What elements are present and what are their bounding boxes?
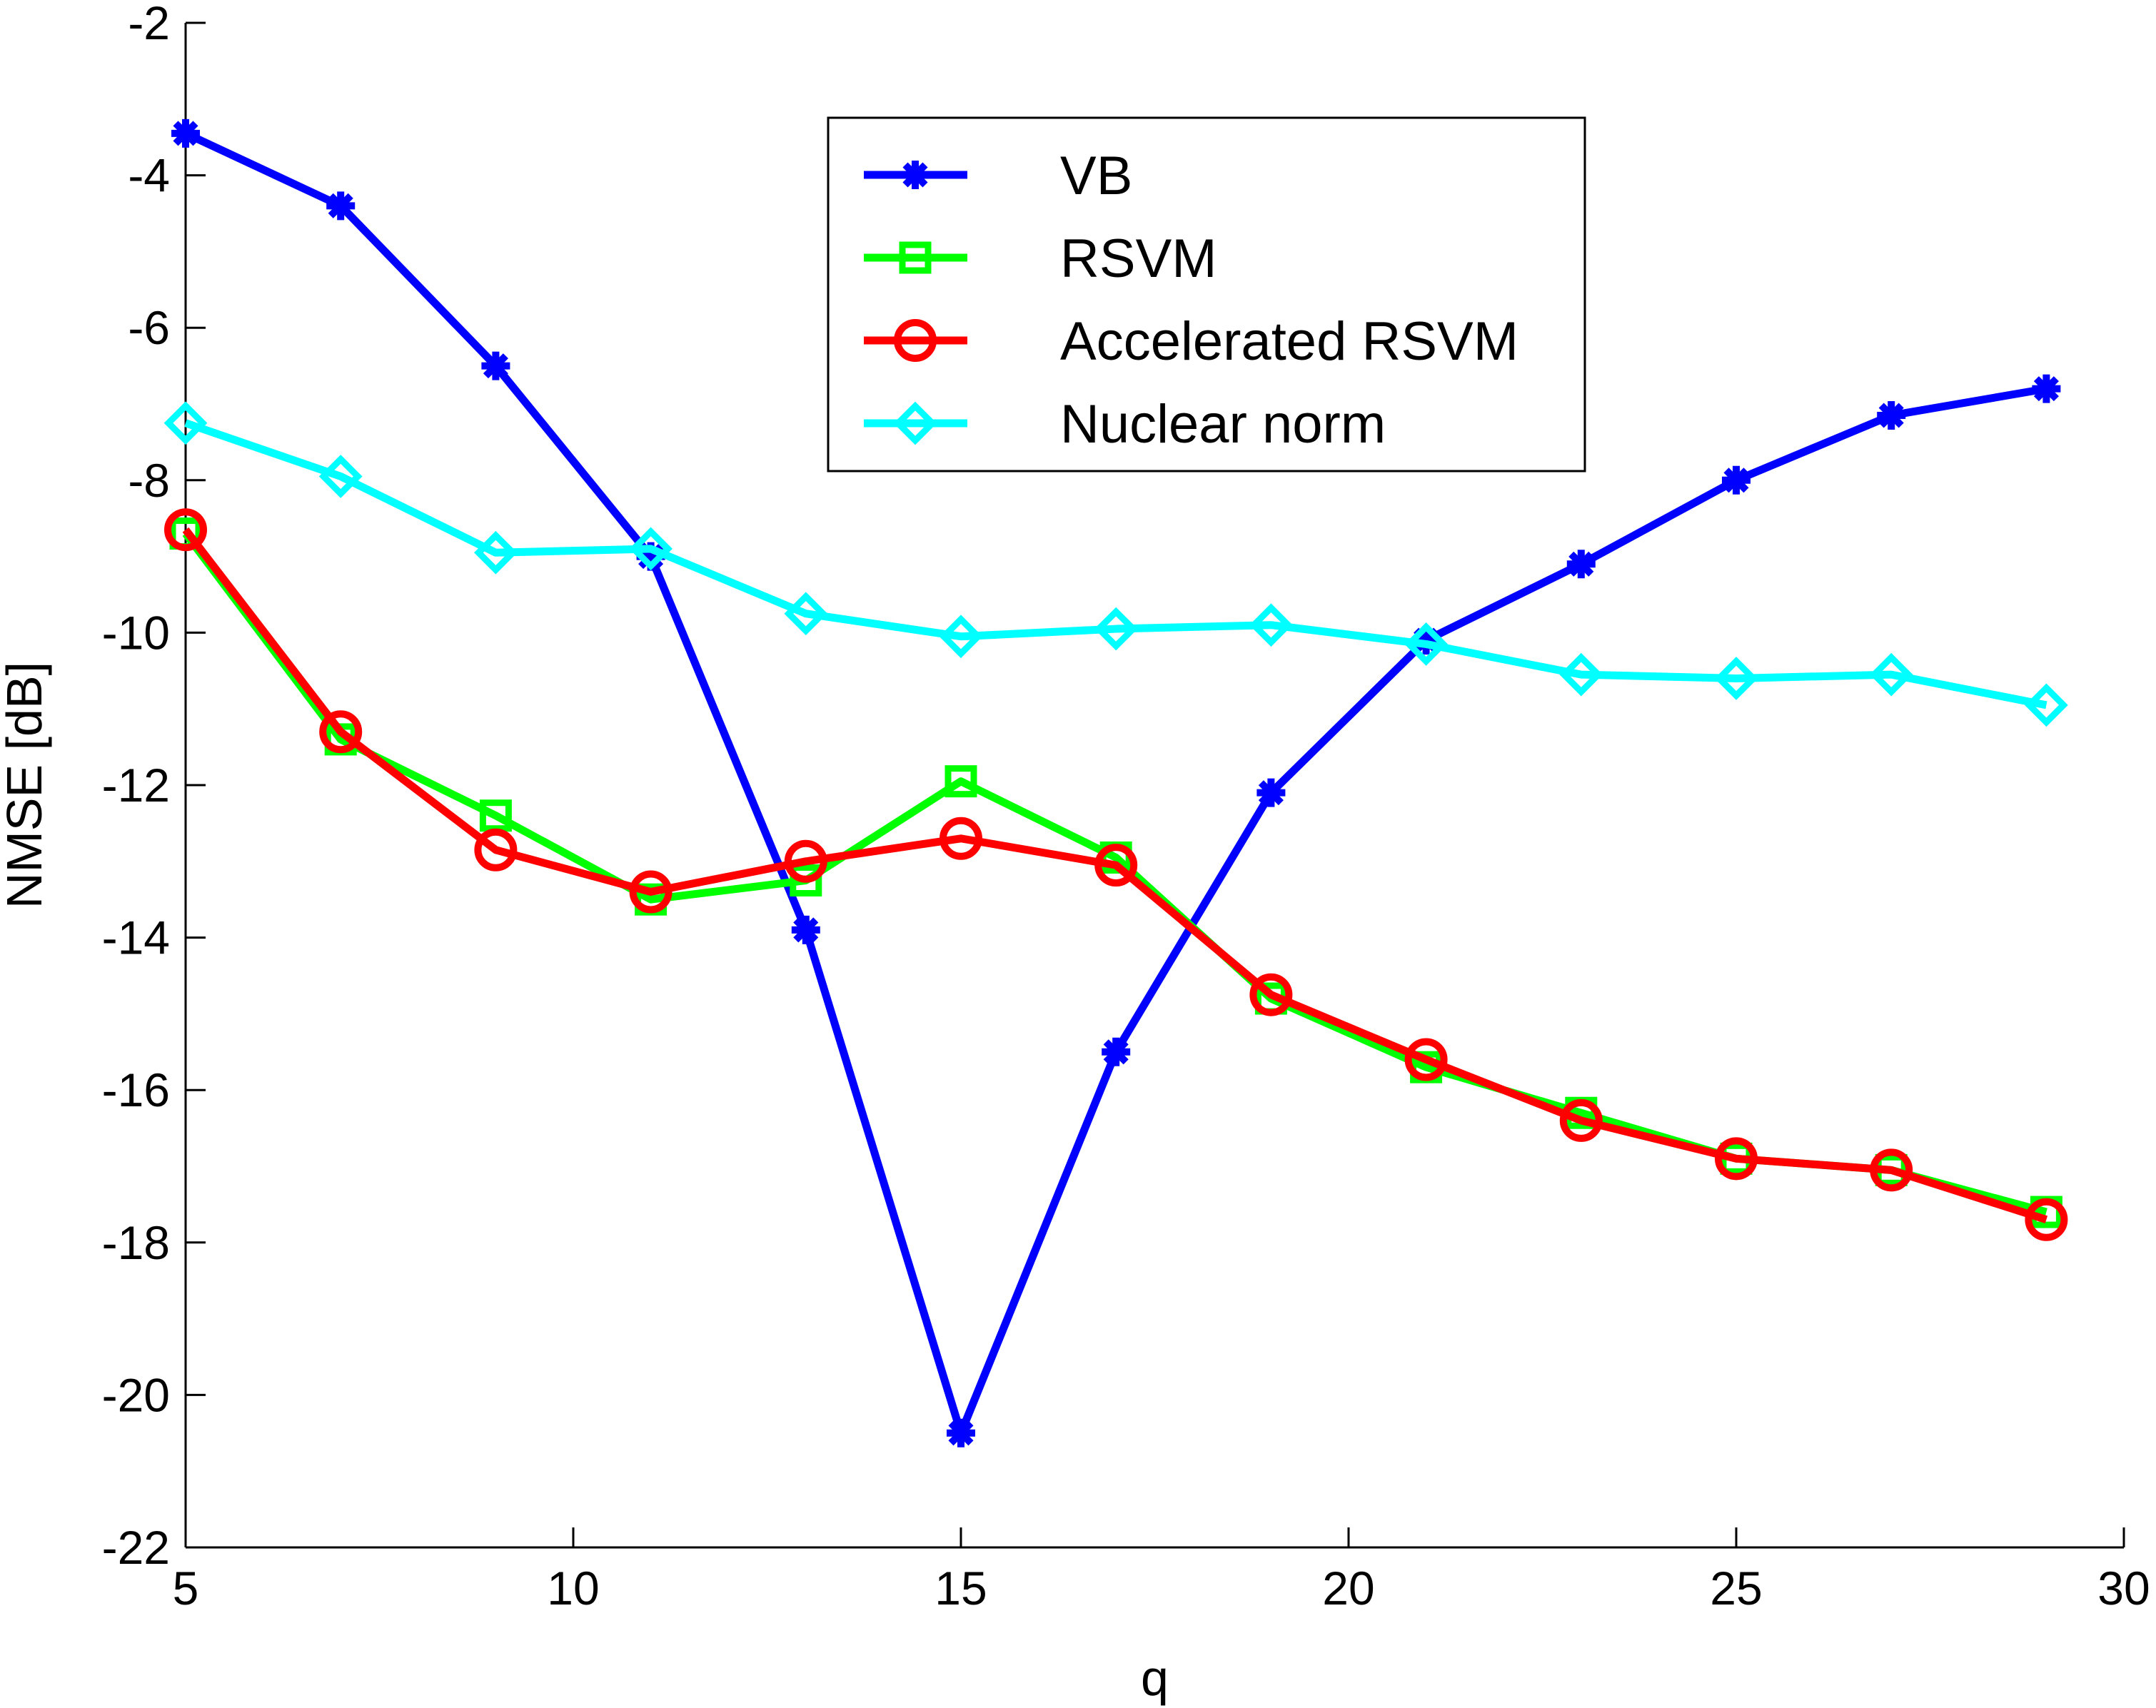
x-tick-label: 15 — [935, 1562, 987, 1614]
legend-label: Accelerated RSVM — [1060, 311, 1518, 372]
x-tick-label: 10 — [547, 1562, 599, 1614]
data-point — [1256, 778, 1286, 807]
legend-label: RSVM — [1060, 228, 1217, 289]
x-axis-label: q — [1141, 1650, 1169, 1706]
data-point — [944, 765, 977, 798]
legend-label: VB — [1060, 146, 1132, 206]
x-tick-label: 20 — [1322, 1562, 1374, 1614]
series-line — [184, 419, 2047, 709]
data-point — [790, 864, 822, 896]
y-tick-label: -14 — [102, 911, 170, 964]
y-tick-label: -12 — [102, 759, 170, 812]
y-tick-label: -18 — [102, 1216, 170, 1269]
data-point — [2025, 683, 2068, 727]
y-tick-label: -20 — [102, 1368, 170, 1421]
data-point — [326, 191, 356, 221]
data-point — [171, 118, 200, 148]
data-point — [1870, 1148, 1913, 1192]
y-axis-label: NMSE [dB] — [0, 662, 52, 909]
series-layer — [163, 118, 2068, 1447]
x-tick-label: 25 — [1710, 1562, 1762, 1614]
legend-marker — [901, 161, 930, 189]
series-nuclear-norm — [163, 401, 2068, 727]
y-tick-label: -6 — [128, 301, 170, 354]
y-tick-label: -2 — [128, 0, 170, 49]
data-point — [1714, 657, 1758, 700]
data-point — [479, 799, 512, 832]
data-point — [784, 592, 828, 636]
data-point — [1249, 603, 1293, 647]
legend-marker — [899, 241, 932, 274]
x-tick-label: 30 — [2097, 1562, 2150, 1614]
data-point — [2025, 1198, 2068, 1241]
data-point — [1722, 465, 1751, 495]
y-tick-label: -8 — [128, 454, 170, 507]
data-point — [1559, 652, 1603, 697]
data-point — [940, 817, 982, 860]
data-point — [629, 527, 673, 571]
data-point — [2032, 374, 2061, 403]
y-tick-label: -16 — [102, 1063, 170, 1116]
data-point — [939, 615, 983, 659]
x-tick-label: 5 — [173, 1562, 199, 1614]
data-point — [947, 1418, 975, 1447]
data-point — [164, 508, 207, 552]
data-point — [474, 828, 518, 871]
data-point — [319, 710, 363, 754]
data-point — [474, 530, 518, 575]
data-point — [318, 455, 363, 498]
legend-marker — [893, 401, 937, 445]
data-point — [1094, 607, 1138, 651]
legend-label: Nuclear norm — [1060, 394, 1386, 455]
data-point — [629, 870, 673, 914]
data-point — [1094, 844, 1138, 887]
data-point — [1877, 401, 1906, 430]
legend-entry: Nuclear norm — [864, 394, 1386, 455]
legend-entry: Accelerated RSVM — [864, 311, 1518, 372]
data-point — [784, 839, 827, 883]
data-point — [1102, 1037, 1131, 1066]
data-point — [1559, 1098, 1603, 1142]
data-point — [1715, 1137, 1758, 1181]
data-point — [1249, 973, 1293, 1016]
axes: 5 10 15 20 25 30 -2 -4 -6 -8 -10 -12 -14 -16 -18 -20 -22 — [102, 0, 2150, 1614]
legend: VB RSVM Accelerated RSVM Nuclear norm — [827, 116, 1586, 473]
data-point — [1869, 652, 1913, 697]
data-point — [1404, 622, 1448, 666]
data-point — [1566, 550, 1596, 579]
data-point — [1404, 1038, 1448, 1081]
series-accelerated-rsvm — [164, 508, 2068, 1241]
legend-entry: VB — [864, 146, 1132, 206]
data-point — [791, 915, 820, 944]
legend-entry: RSVM — [864, 228, 1217, 289]
y-tick-label: -10 — [102, 606, 170, 659]
y-tick-label: -4 — [128, 149, 170, 202]
data-point — [481, 351, 510, 380]
y-tick-label: -22 — [102, 1521, 170, 1574]
series-line — [182, 527, 2048, 1223]
legend-marker — [894, 319, 937, 362]
data-point — [163, 401, 208, 445]
